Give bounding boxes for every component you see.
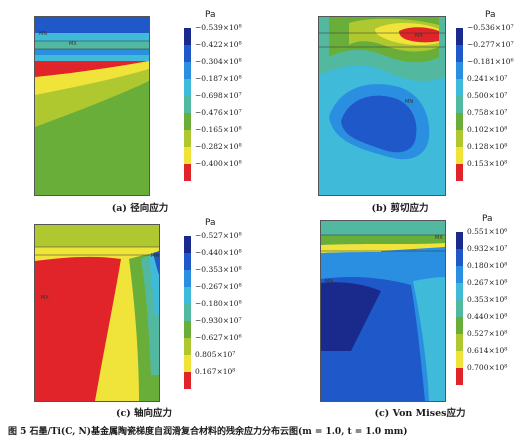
mx-marker-b: MX: [415, 33, 423, 39]
legend-b-swatch-2: [456, 62, 463, 79]
legend-b-swatch-4: [456, 96, 463, 113]
legend-c-label-6: −0.627×10⁶: [195, 333, 242, 342]
legend-a-label-6: −0.165×10⁸: [195, 125, 242, 134]
legend-d-swatch-2: [456, 266, 463, 283]
legend-c-label-1: −0.440×10⁸: [195, 248, 242, 257]
legend-d-swatch-1: [456, 249, 463, 266]
legend-a-label-5: −0.476×10⁷: [195, 108, 242, 117]
legend-d-label-3: 0.267×10⁸: [467, 278, 508, 287]
contour-b-svg: [319, 17, 445, 195]
legend-d-swatch-5: [456, 317, 463, 334]
legend-b-label-8: 0.153×10⁸: [467, 159, 508, 168]
legend-d-label-8: 0.700×10⁸: [467, 363, 508, 372]
legend-c-label-0: −0.527×10⁸: [195, 231, 242, 240]
legend-b-label-2: −0.181×10⁶: [467, 57, 514, 66]
caption-a: (a) 径向应力: [111, 203, 169, 214]
legend-a-swatch-3: [184, 79, 191, 96]
legend-a-swatch-1: [184, 45, 191, 62]
mx-marker-a: MX: [69, 41, 77, 47]
mx-marker-d: MX: [435, 235, 443, 241]
legend-b-label-7: 0.128×10⁸: [467, 142, 508, 151]
legend-a-label-2: −0.304×10⁸: [195, 57, 242, 66]
contour-plot-b: MN MX: [318, 16, 446, 196]
legend-d-label-7: 0.614×10⁸: [467, 346, 508, 355]
legend-c-swatch-5: [184, 321, 191, 338]
legend-c-label-4: −0.180×10⁸: [195, 299, 242, 308]
legend-a-label-0: −0.539×10⁸: [195, 23, 242, 32]
legend-c-label-8: 0.167×10⁸: [195, 367, 236, 376]
legend-c-swatch-8: [184, 372, 191, 389]
legend-b-swatch-3: [456, 79, 463, 96]
legend-d-label-6: 0.527×10⁸: [467, 329, 508, 338]
legend-d-label-4: 0.353×10⁸: [467, 295, 508, 304]
legend-b-label-0: −0.536×10⁷: [467, 23, 514, 32]
legend-d-label-2: 0.180×10⁸: [467, 261, 508, 270]
legend-c-swatch-4: [184, 304, 191, 321]
legend-d-swatch-3: [456, 283, 463, 300]
legend-d-label-0: 0.551×10⁶: [467, 227, 508, 236]
contour-d-svg: [321, 221, 445, 401]
legend-a-label-4: −0.698×10⁷: [195, 91, 242, 100]
legend-c-swatch-2: [184, 270, 191, 287]
legend-c-swatch-0: [184, 236, 191, 253]
legend-c-label-3: −0.267×10⁸: [195, 282, 242, 291]
legend-b-label-4: 0.500×10⁷: [467, 91, 508, 100]
legend-a-label-3: −0.187×10⁸: [195, 74, 242, 83]
legend-d-swatch-6: [456, 334, 463, 351]
legend-c-swatch-1: [184, 253, 191, 270]
legend-b-label-6: 0.102×10⁸: [467, 125, 508, 134]
legend-a-swatch-5: [184, 113, 191, 130]
mn-marker-a: MN: [39, 31, 48, 37]
legend-b-swatch-7: [456, 147, 463, 164]
legend-b-label-5: 0.758×10⁷: [467, 108, 508, 117]
caption-c: (c) 轴向应力: [115, 408, 173, 419]
legend-d-swatch-4: [456, 300, 463, 317]
contour-a-svg: [35, 17, 149, 195]
legend-a-swatch-8: [184, 164, 191, 181]
contour-plot-a: MN MX: [34, 16, 150, 196]
unit-label-c: Pa: [205, 218, 216, 228]
legend-a-label-1: −0.422×10⁸: [195, 40, 242, 49]
legend-a-swatch-6: [184, 130, 191, 147]
unit-label-b: Pa: [485, 10, 496, 20]
legend-a-swatch-7: [184, 147, 191, 164]
legend-c-label-7: 0.805×10⁷: [195, 350, 236, 359]
legend-a-swatch-2: [184, 62, 191, 79]
mn-marker-b: MN: [405, 99, 414, 105]
caption-d: (c) Von Mises应力: [374, 408, 466, 419]
legend-a-swatch-4: [184, 96, 191, 113]
contour-plot-d: MN MX: [320, 220, 446, 402]
legend-c-label-5: −0.930×10⁷: [195, 316, 242, 325]
legend-d-label-5: 0.440×10⁸: [467, 312, 508, 321]
legend-b-swatch-6: [456, 130, 463, 147]
legend-a-label-7: −0.282×10⁸: [195, 142, 242, 151]
mn-marker-d: MN: [325, 279, 334, 285]
legend-b-swatch-8: [456, 164, 463, 181]
legend-b-swatch-1: [456, 45, 463, 62]
contour-c-svg: [35, 225, 159, 401]
legend-b-swatch-0: [456, 28, 463, 45]
legend-d-swatch-0: [456, 232, 463, 249]
figure-caption: 图 5 石墨/Ti(C, N)基金属陶瓷梯度自润滑复合材料的残余应力分布云图(m…: [8, 427, 408, 437]
mn-marker-c: MN: [151, 253, 160, 259]
legend-b-label-3: 0.241×10⁷: [467, 74, 508, 83]
mx-marker-c: MX: [41, 295, 49, 301]
legend-b-label-1: −0.277×10⁷: [467, 40, 514, 49]
unit-label-d: Pa: [482, 214, 493, 224]
legend-c-label-2: −0.353×10⁸: [195, 265, 242, 274]
legend-a-label-8: −0.400×10⁸: [195, 159, 242, 168]
unit-label-a: Pa: [205, 10, 216, 20]
legend-a-swatch-0: [184, 28, 191, 45]
legend-d-swatch-7: [456, 351, 463, 368]
legend-c-swatch-6: [184, 338, 191, 355]
caption-b: (b) 剪切应力: [371, 203, 429, 214]
legend-c-swatch-7: [184, 355, 191, 372]
legend-c-swatch-3: [184, 287, 191, 304]
legend-d-swatch-8: [456, 368, 463, 385]
legend-b-swatch-5: [456, 113, 463, 130]
legend-d-label-1: 0.932×10⁷: [467, 244, 508, 253]
contour-plot-c: MX MN: [34, 224, 160, 402]
